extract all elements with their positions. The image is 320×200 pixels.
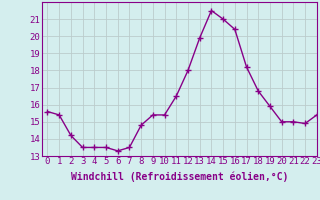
X-axis label: Windchill (Refroidissement éolien,°C): Windchill (Refroidissement éolien,°C) bbox=[70, 172, 288, 182]
